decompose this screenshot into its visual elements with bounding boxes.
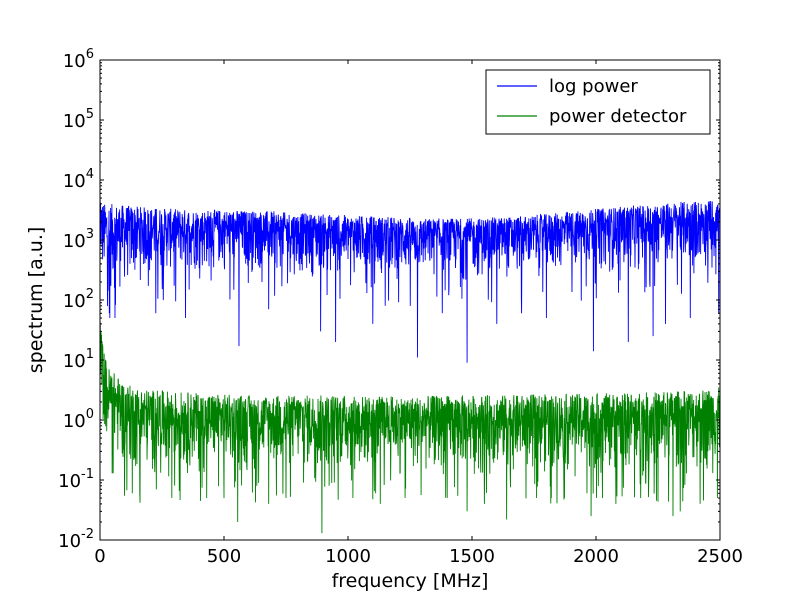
series-line-log-power: [100, 197, 720, 363]
series-line-power-detector: [100, 321, 720, 534]
x-tick-label: 0: [94, 546, 105, 567]
x-tick-label: 1500: [449, 546, 495, 567]
legend-label-power-detector: power detector: [549, 106, 687, 127]
x-axis-label: frequency [MHz]: [332, 570, 489, 592]
ticks-layer: 0 500 1000 1500 2000 2500 10-2 10-1 100 101 102 103…: [58, 47, 743, 567]
y-tick-label: 102: [63, 287, 94, 312]
x-tick-label: 2500: [697, 546, 743, 567]
y-tick-label: 10-2: [58, 527, 94, 552]
y-tick-label: 10-1: [58, 467, 94, 492]
y-tick-label: 105: [63, 107, 94, 132]
plot-frame: [99, 59, 721, 541]
y-axis-label: spectrum [a.u.]: [25, 227, 47, 374]
y-tick-label: 101: [63, 347, 94, 372]
legend: log power power detector: [485, 69, 711, 135]
y-tick-label: 103: [63, 227, 94, 252]
x-tick-label: 1000: [325, 546, 371, 567]
legend-label-log-power: log power: [549, 76, 638, 97]
y-tick-label: 104: [63, 167, 94, 192]
x-tick-label: 2000: [573, 546, 619, 567]
x-tick-label: 500: [207, 546, 241, 567]
y-tick-label: 100: [63, 407, 94, 432]
legend-box: [485, 69, 711, 135]
series-layer: [100, 197, 720, 534]
y-tick-label: 106: [63, 47, 94, 72]
